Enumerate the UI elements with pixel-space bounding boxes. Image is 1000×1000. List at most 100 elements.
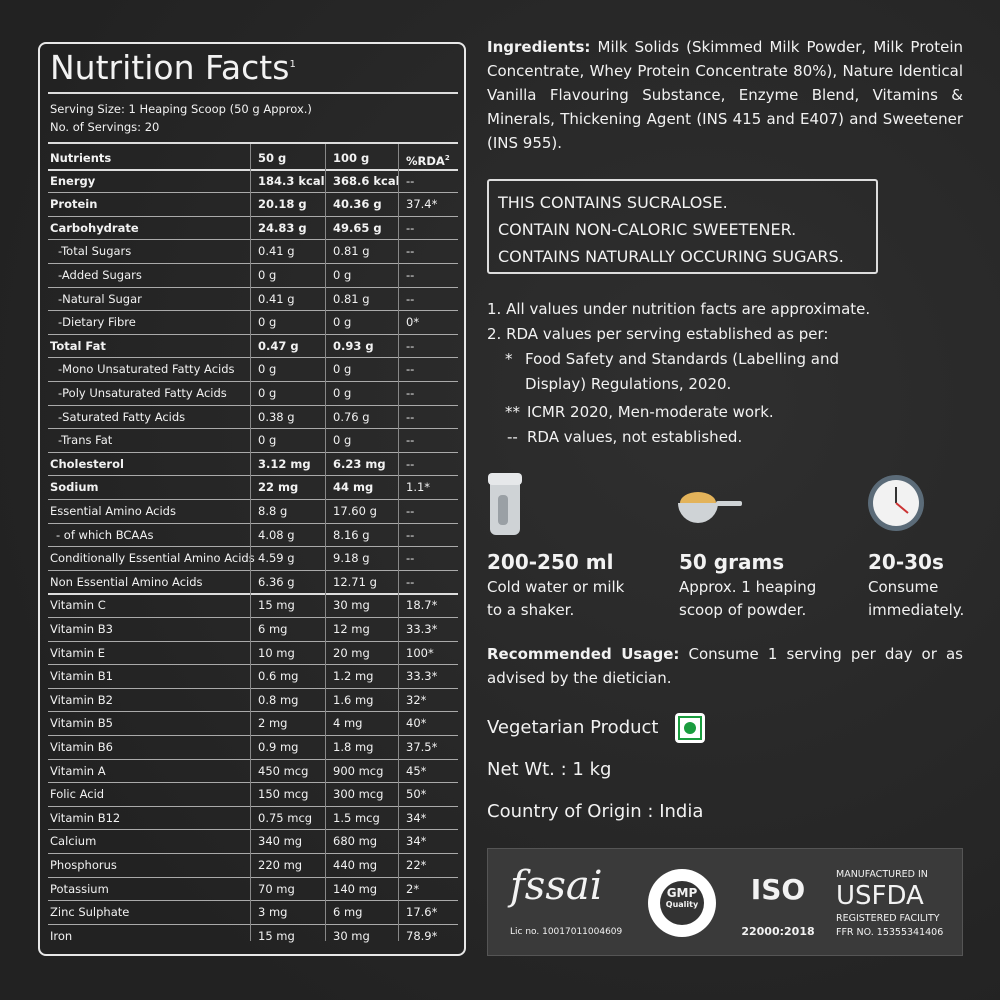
nutrient-value: 37.5*	[406, 740, 438, 754]
nutrient-value: 34*	[406, 834, 427, 849]
ingredients: Ingredients: Milk Solids (Skimmed Milk P…	[487, 35, 963, 155]
marker: 2.	[487, 325, 502, 343]
row-rule	[48, 640, 458, 642]
nutrient-value: 30 mg	[333, 928, 370, 943]
row-rule	[48, 687, 458, 689]
nutrient-value: 440 mg	[333, 858, 378, 872]
rule	[48, 142, 458, 144]
clock-icon	[868, 475, 924, 531]
nutrition-table: Nutrition Facts1 Serving Size: 1 Heaping…	[38, 42, 466, 956]
row-rule	[48, 900, 458, 902]
text: Consume 1 serving per day or as advised …	[487, 645, 963, 687]
nutrient-value: 6.36 g	[258, 574, 295, 589]
veg-mark	[675, 713, 705, 743]
row-rule	[48, 451, 458, 453]
row-rule	[48, 215, 458, 217]
nutrient-name: -Mono Unsaturated Fatty Acids	[58, 362, 235, 377]
nutrient-value: 10 mg	[258, 645, 295, 660]
header-cell: 100 g	[333, 151, 370, 165]
gmp-text: GMP Quality	[646, 887, 718, 911]
nutrient-value: 0 g	[258, 268, 277, 282]
nutrient-name: Vitamin A	[50, 763, 106, 778]
nutrient-name: Vitamin B1	[50, 669, 113, 684]
gmp-sub: Quality	[665, 900, 699, 909]
row-rule	[48, 381, 458, 382]
row-rule	[48, 286, 458, 288]
usfda: USFDA	[836, 881, 924, 911]
nutrient-value: 0.81 g	[333, 244, 370, 259]
nutrient-value: 33.3*	[406, 669, 438, 684]
certifications: fssai Lic no. 10017011004609 GMP Quality …	[487, 848, 963, 956]
nutrient-value: 150 mcg	[258, 787, 309, 802]
nutrient-value: --	[406, 433, 415, 448]
usfda-sub: REGISTERED FACILITY	[836, 913, 940, 924]
nutrient-value: 4.08 g	[258, 527, 295, 542]
row-rule	[48, 805, 458, 807]
nutrient-value: 2*	[406, 881, 420, 896]
nutrient-name: Potassium	[50, 881, 109, 896]
nutrient-name: -Dietary Fibre	[58, 315, 136, 330]
nutrient-value: 0*	[406, 315, 420, 330]
nutrient-value: --	[406, 291, 415, 306]
text: RDA values per serving established as pe…	[506, 325, 829, 343]
nutrient-name: Vitamin B6	[50, 740, 113, 754]
nutrient-value: 0.9 mg	[258, 740, 299, 754]
row-rule	[48, 569, 458, 571]
nutrient-value: --	[406, 386, 415, 400]
row-rule	[48, 853, 458, 854]
nutrient-value: 15 mg	[258, 928, 295, 943]
nutrient-value: 340 mg	[258, 834, 303, 849]
nutrient-name: Sodium	[50, 480, 99, 495]
row-rule	[48, 310, 458, 312]
nutrient-name: -Total Sugars	[58, 244, 132, 259]
fssai-license: Lic no. 10017011004609	[510, 927, 623, 937]
nutrient-name: Calcium	[50, 834, 97, 849]
nutrient-value: 22*	[406, 858, 427, 872]
marker: **	[505, 403, 520, 421]
nutrient-value: 50*	[406, 787, 427, 802]
nutrient-value: 17.60 g	[333, 504, 377, 518]
serving-size: Serving Size: 1 Heaping Scoop (50 g Appr…	[50, 102, 312, 116]
nutrient-value: 1.2 mg	[333, 669, 374, 684]
nutrient-value: 40.36 g	[333, 197, 382, 212]
nutrient-value: 0 g	[333, 433, 352, 448]
nutrient-value: 4 mg	[333, 716, 363, 731]
subnote: * Food Safety and Standards (Labelling an…	[505, 347, 967, 397]
usage-icons	[488, 473, 924, 535]
nutrient-name: Protein	[50, 197, 98, 212]
header-cell: Nutrients	[50, 151, 112, 165]
nutrient-name: Cholesterol	[50, 456, 124, 471]
nutrient-name: Non Essential Amino Acids	[50, 574, 203, 589]
nutrient-value: 6.23 mg	[333, 456, 386, 471]
nutrient-value: 17.6*	[406, 905, 438, 920]
iso-standard: 22000:2018	[741, 925, 815, 938]
header-cell: %RDA2	[406, 153, 450, 168]
column-rule	[398, 144, 399, 942]
nutrient-value: 0.38 g	[258, 409, 295, 424]
row-rule	[48, 593, 458, 596]
nutrient-value: 32*	[406, 692, 427, 707]
nutrient-name: Vitamin B3	[50, 622, 113, 636]
nutrient-value: 44 mg	[333, 480, 374, 495]
gmp-badge	[648, 869, 716, 937]
nutrient-value: 20 mg	[333, 645, 370, 660]
nutrient-value: --	[406, 551, 415, 566]
nutrient-value: 9.18 g	[333, 551, 370, 566]
nutrient-value: 0.76 g	[333, 409, 370, 424]
warning: CONTAINS NATURALLY OCCURING SUGARS.	[498, 247, 844, 266]
nutrient-value: 0 g	[333, 362, 352, 377]
nutrient-value: 1.5 mcg	[333, 810, 380, 825]
text: Milk Solids (Skimmed Milk Powder, Milk P…	[487, 38, 963, 152]
nutrient-value: 900 mcg	[333, 763, 384, 778]
note: 2. RDA values per serving established as…	[487, 322, 967, 347]
row-rule	[48, 428, 458, 430]
nutrient-name: Carbohydrate	[50, 220, 139, 235]
gmp: GMP	[666, 886, 698, 900]
nutrient-value: 450 mcg	[258, 763, 309, 778]
nutrient-value: 4.59 g	[258, 551, 295, 566]
nutrient-value: 1.6 mg	[333, 692, 374, 707]
text: ICMR 2020, Men-moderate work.	[527, 403, 774, 421]
notes: 1. All values under nutrition facts are …	[487, 297, 967, 450]
nutrient-value: 18.7*	[406, 598, 438, 613]
